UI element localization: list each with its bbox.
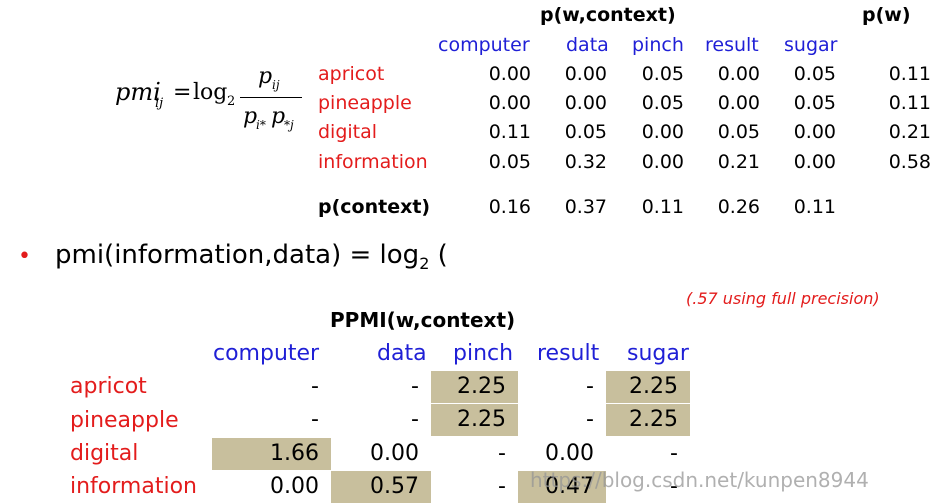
pwcontext-title: p(w,context) [540, 4, 676, 26]
col-header-result: result [705, 34, 759, 56]
formula-lhs-sub: ij [155, 96, 164, 111]
ppmi-title: PPMI(w,context) [330, 308, 516, 332]
ppmi-col-result: result [537, 341, 600, 366]
ppmi-col-computer: computer [213, 341, 320, 366]
pwc-cell: 0.00 [793, 121, 836, 143]
pwc-cell: 0.21 [717, 151, 760, 173]
pwc-cell: 0.11 [488, 121, 531, 143]
ppmi-col-sugar: sugar [627, 341, 689, 366]
pcontext-cell: 0.16 [488, 196, 531, 218]
ppmi-cell: - [411, 374, 419, 399]
col-header-data: data [566, 34, 609, 56]
ppmi-cell: 2.25 [606, 371, 690, 403]
formula-lhs: pmi [115, 78, 161, 106]
pcontext-cell: 0.11 [641, 196, 684, 218]
pwc-cell: 0.00 [564, 63, 607, 85]
pw-cell: 0.11 [888, 92, 931, 114]
pwc-cell: 0.00 [488, 92, 531, 114]
precision-note: (.57 using full precision) [686, 289, 880, 308]
watermark: https://blog.csdn.net/kunpen8944 [530, 468, 869, 492]
ppmi-cell: - [670, 441, 678, 466]
pwc-cell: 0.00 [641, 151, 684, 173]
row-label-pineapple: pineapple [318, 92, 412, 114]
ppmi-cell: 2.25 [431, 371, 518, 403]
precision-note-text: .57 using full precision [692, 289, 874, 308]
bullet-dot: • [18, 244, 31, 269]
row-label-digital: digital [318, 121, 378, 143]
pwc-cell: 0.00 [717, 63, 760, 85]
ppmi-cell: - [586, 374, 594, 399]
ppmi-cell: 0.00 [545, 441, 594, 466]
pcontext-cell: 0.11 [793, 196, 836, 218]
col-header-pinch: pinch [632, 34, 684, 56]
pwc-cell: 0.05 [717, 121, 760, 143]
ppmi-cell: 0.47 [518, 471, 606, 503]
pw-cell: 0.21 [888, 121, 931, 143]
ppmi-cell: - [311, 407, 319, 432]
ppmi-row-information: information [70, 474, 197, 499]
pwc-cell: 0.00 [564, 92, 607, 114]
col-header-computer: computer [438, 34, 530, 56]
ppmi-cell: - [498, 441, 506, 466]
pwc-cell: 0.05 [488, 151, 531, 173]
pw-header: p(w) [862, 4, 911, 26]
ppmi-row-digital: digital [70, 441, 139, 466]
ppmi-cell: 1.66 [212, 438, 331, 470]
ppmi-cell: 2.25 [431, 404, 518, 436]
ppmi-col-data: data [377, 341, 427, 366]
ppmi-cell: 2.25 [606, 404, 690, 436]
fraction-bar [240, 97, 302, 98]
pw-cell: 0.11 [888, 63, 931, 85]
pwc-cell: 0.00 [717, 92, 760, 114]
pcontext-label: p(context) [318, 196, 431, 218]
formula-den-sub1: i* [256, 118, 266, 132]
formula-numerator-sub: ij [272, 78, 280, 92]
ppmi-cell: - [670, 474, 678, 499]
formula-equals: = [173, 80, 192, 105]
ppmi-cell: - [586, 407, 594, 432]
pcontext-cell: 0.37 [564, 196, 607, 218]
ppmi-cell: - [498, 474, 506, 499]
row-label-information: information [318, 151, 428, 173]
pwc-cell: 0.05 [641, 63, 684, 85]
pwc-cell: 0.00 [793, 151, 836, 173]
ppmi-row-pineapple: pineapple [70, 408, 179, 433]
ppmi-row-apricot: apricot [70, 374, 147, 399]
bullet-tail: ( [429, 240, 448, 270]
row-label-apricot: apricot [318, 63, 385, 85]
bullet-main: pmi(information,data) = log [55, 240, 420, 270]
ppmi-cell: - [311, 374, 319, 399]
pcontext-cell: 0.26 [717, 196, 760, 218]
pwc-cell: 0.05 [564, 121, 607, 143]
pwc-cell: 0.05 [793, 92, 836, 114]
formula-den-p1: p [243, 104, 258, 129]
ppmi-cell: 0.00 [370, 441, 419, 466]
col-header-sugar: sugar [784, 34, 838, 56]
formula-den-sub2: *j [284, 118, 294, 132]
formula-numerator: p [258, 64, 273, 89]
formula-log: log [193, 80, 228, 105]
ppmi-cell: 0.00 [270, 474, 319, 499]
formula-log-base: 2 [227, 94, 236, 109]
ppmi-cell: - [411, 407, 419, 432]
ppmi-col-pinch: pinch [453, 341, 514, 366]
pwc-cell: 0.05 [641, 92, 684, 114]
pwc-cell: 0.00 [641, 121, 684, 143]
pw-cell: 0.58 [888, 151, 931, 173]
pwc-cell: 0.05 [793, 63, 836, 85]
bullet-log-base: 2 [419, 254, 430, 274]
bullet-text: pmi(information,data) = log2 ( [55, 240, 448, 273]
pwc-cell: 0.32 [564, 151, 607, 173]
ppmi-cell: 0.57 [331, 471, 431, 503]
pwc-cell: 0.00 [488, 63, 531, 85]
formula-den-p2: p [271, 104, 286, 129]
